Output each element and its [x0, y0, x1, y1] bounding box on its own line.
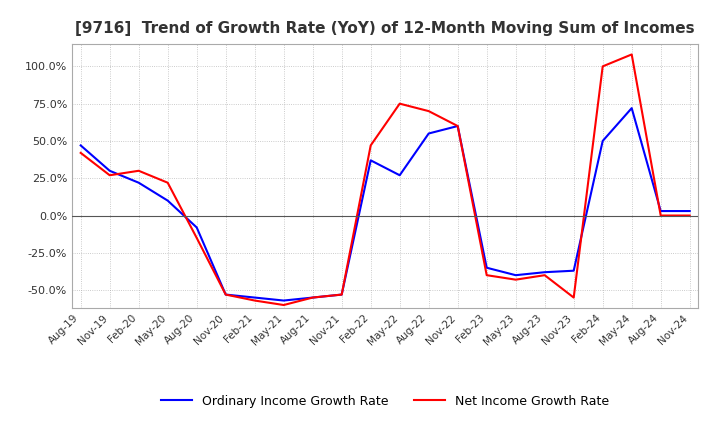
- Line: Ordinary Income Growth Rate: Ordinary Income Growth Rate: [81, 108, 690, 301]
- Ordinary Income Growth Rate: [76, 143, 85, 148]
- Net Income Growth Rate: [454, 123, 462, 128]
- Net Income Growth Rate: [135, 168, 143, 173]
- Net Income Growth Rate: [366, 143, 375, 148]
- Ordinary Income Growth Rate: [685, 209, 694, 214]
- Net Income Growth Rate: [395, 101, 404, 106]
- Net Income Growth Rate: [279, 302, 288, 308]
- Net Income Growth Rate: [511, 277, 520, 282]
- Net Income Growth Rate: [570, 295, 578, 300]
- Net Income Growth Rate: [541, 272, 549, 278]
- Ordinary Income Growth Rate: [192, 225, 201, 230]
- Net Income Growth Rate: [192, 235, 201, 241]
- Net Income Growth Rate: [598, 64, 607, 69]
- Ordinary Income Growth Rate: [627, 106, 636, 111]
- Ordinary Income Growth Rate: [135, 180, 143, 185]
- Ordinary Income Growth Rate: [657, 209, 665, 214]
- Title: [9716]  Trend of Growth Rate (YoY) of 12-Month Moving Sum of Incomes: [9716] Trend of Growth Rate (YoY) of 12-…: [76, 21, 695, 36]
- Net Income Growth Rate: [251, 298, 259, 303]
- Net Income Growth Rate: [657, 213, 665, 218]
- Ordinary Income Growth Rate: [338, 292, 346, 297]
- Ordinary Income Growth Rate: [308, 295, 317, 300]
- Ordinary Income Growth Rate: [454, 123, 462, 128]
- Net Income Growth Rate: [338, 292, 346, 297]
- Net Income Growth Rate: [76, 150, 85, 155]
- Ordinary Income Growth Rate: [366, 158, 375, 163]
- Legend: Ordinary Income Growth Rate, Net Income Growth Rate: Ordinary Income Growth Rate, Net Income …: [156, 390, 614, 413]
- Ordinary Income Growth Rate: [541, 270, 549, 275]
- Ordinary Income Growth Rate: [251, 295, 259, 300]
- Net Income Growth Rate: [482, 272, 491, 278]
- Ordinary Income Growth Rate: [482, 265, 491, 270]
- Net Income Growth Rate: [627, 52, 636, 57]
- Net Income Growth Rate: [163, 180, 172, 185]
- Ordinary Income Growth Rate: [395, 172, 404, 178]
- Ordinary Income Growth Rate: [424, 131, 433, 136]
- Ordinary Income Growth Rate: [570, 268, 578, 273]
- Net Income Growth Rate: [424, 109, 433, 114]
- Line: Net Income Growth Rate: Net Income Growth Rate: [81, 55, 690, 305]
- Net Income Growth Rate: [308, 295, 317, 300]
- Net Income Growth Rate: [221, 292, 230, 297]
- Ordinary Income Growth Rate: [221, 292, 230, 297]
- Ordinary Income Growth Rate: [511, 272, 520, 278]
- Ordinary Income Growth Rate: [163, 198, 172, 203]
- Net Income Growth Rate: [685, 213, 694, 218]
- Net Income Growth Rate: [105, 172, 114, 178]
- Ordinary Income Growth Rate: [279, 298, 288, 303]
- Ordinary Income Growth Rate: [105, 168, 114, 173]
- Ordinary Income Growth Rate: [598, 138, 607, 143]
